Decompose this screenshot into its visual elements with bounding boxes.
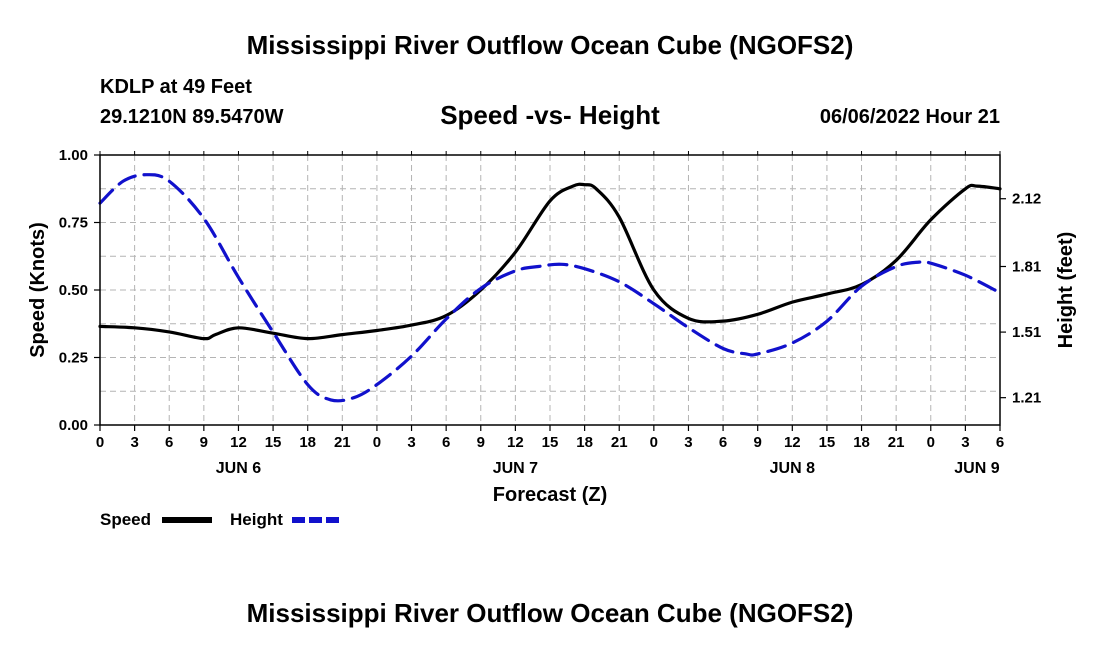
y-tick-label: 0.50 bbox=[59, 282, 88, 299]
x-tick-label: 15 bbox=[542, 434, 559, 451]
forecast-datetime: 06/06/2022 Hour 21 bbox=[819, 106, 1000, 128]
footer-title: Mississippi River Outflow Ocean Cube (NG… bbox=[246, 598, 854, 628]
x-tick-label: 18 bbox=[576, 434, 593, 451]
x-tick-label: 0 bbox=[927, 434, 935, 451]
day-label: JUN 8 bbox=[770, 460, 815, 477]
series-line-height bbox=[98, 173, 1002, 403]
x-tick-label: 12 bbox=[784, 434, 801, 451]
day-label: JUN 6 bbox=[216, 460, 261, 477]
x-tick-label: 3 bbox=[684, 434, 692, 451]
y-tick-label: 1.00 bbox=[59, 147, 88, 164]
x-tick-label: 21 bbox=[888, 434, 905, 451]
axis-labels: 0 3 6 9 12 15 18 21 0 3 6 9 12 15 18 21 0 3 6 9 12 15 18 21 0 3 6 0… bbox=[27, 147, 1077, 506]
legend-label-speed: Speed bbox=[100, 510, 151, 529]
grid-lines bbox=[100, 155, 1000, 425]
y2-tick-label: 1.51 bbox=[1012, 324, 1041, 341]
x-tick-label: 12 bbox=[230, 434, 247, 451]
legend: Speed Height bbox=[100, 510, 342, 529]
x-tick-label: 3 bbox=[407, 434, 415, 451]
legend-label-height: Height bbox=[230, 510, 283, 529]
x-axis-title: Forecast (Z) bbox=[493, 484, 607, 506]
x-tick-label: 0 bbox=[650, 434, 658, 451]
x-tick-label: 3 bbox=[961, 434, 969, 451]
x-tick-label: 15 bbox=[265, 434, 282, 451]
x-tick-label: 12 bbox=[507, 434, 524, 451]
chart-subtitle: Speed -vs- Height bbox=[440, 100, 660, 130]
day-label: JUN 9 bbox=[954, 460, 999, 477]
y2-tick-label: 1.21 bbox=[1012, 390, 1041, 407]
chart-title: Mississippi River Outflow Ocean Cube (NG… bbox=[246, 30, 854, 60]
y-tick-label: 0.00 bbox=[59, 417, 88, 434]
series-layer bbox=[98, 173, 1002, 403]
x-tick-label: 0 bbox=[96, 434, 104, 451]
x-tick-label: 6 bbox=[165, 434, 173, 451]
y-tick-label: 0.25 bbox=[59, 350, 88, 367]
x-tick-label: 6 bbox=[442, 434, 450, 451]
axis-ticks bbox=[94, 151, 1006, 431]
x-tick-label: 9 bbox=[200, 434, 208, 451]
x-tick-label: 21 bbox=[334, 434, 351, 451]
x-tick-label: 18 bbox=[853, 434, 870, 451]
x-tick-label: 6 bbox=[719, 434, 727, 451]
y2-tick-label: 2.12 bbox=[1012, 191, 1041, 208]
x-tick-label: 18 bbox=[299, 434, 316, 451]
station-coordinates: 29.1210N 89.5470W bbox=[100, 106, 284, 128]
day-label: JUN 7 bbox=[493, 460, 538, 477]
x-tick-label: 0 bbox=[373, 434, 381, 451]
x-tick-label: 15 bbox=[819, 434, 836, 451]
station-label: KDLP at 49 Feet bbox=[100, 76, 252, 98]
x-tick-label: 9 bbox=[754, 434, 762, 451]
x-tick-label: 6 bbox=[996, 434, 1004, 451]
y-axis-title: Speed (Knots) bbox=[27, 222, 49, 358]
y2-axis-title: Height (feet) bbox=[1055, 232, 1077, 349]
y2-tick-label: 1.81 bbox=[1012, 258, 1041, 275]
y-tick-label: 0.75 bbox=[59, 215, 88, 232]
x-tick-label: 3 bbox=[130, 434, 138, 451]
x-tick-label: 21 bbox=[611, 434, 628, 451]
x-tick-label: 9 bbox=[477, 434, 485, 451]
